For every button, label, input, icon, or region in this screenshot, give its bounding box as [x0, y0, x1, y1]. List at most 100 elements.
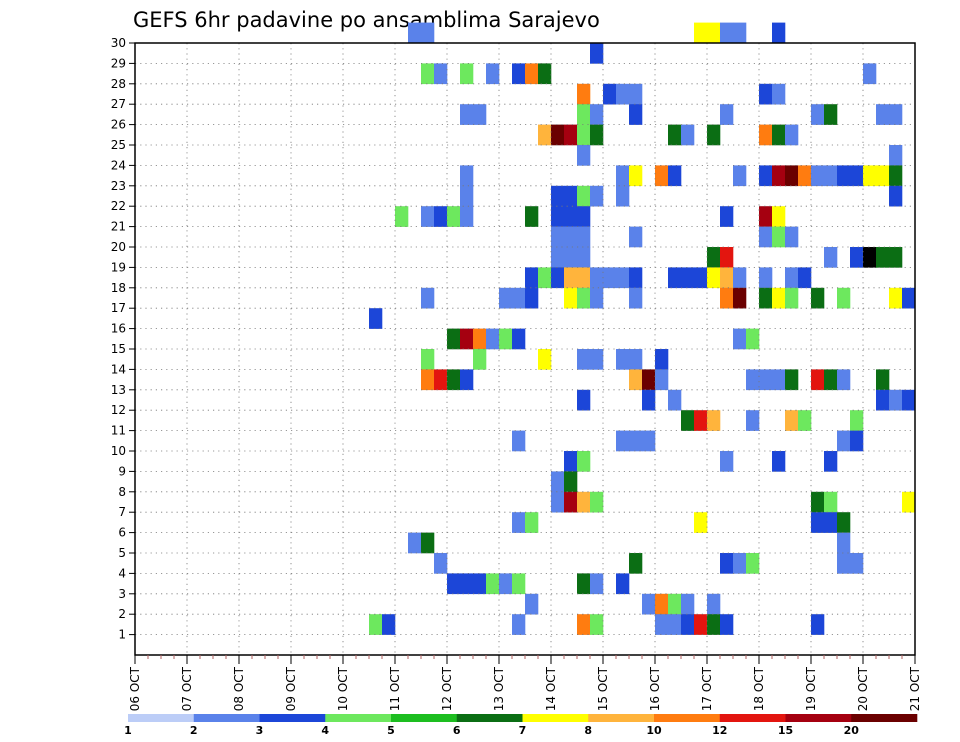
ensemble-cell — [616, 349, 630, 370]
ensemble-cell — [577, 389, 591, 411]
ensemble-cell — [772, 83, 786, 105]
ensemble-cell — [772, 226, 786, 248]
ensemble-cell — [746, 410, 760, 431]
ensemble-cell — [902, 491, 916, 513]
colorbar-swatch — [128, 714, 195, 722]
ensemble-cell — [850, 410, 864, 431]
ensemble-cell — [499, 573, 513, 595]
ensemble-cell — [603, 83, 617, 105]
ensemble-cell — [876, 104, 890, 125]
ensemble-cell — [577, 83, 591, 105]
ensemble-cell — [369, 614, 383, 635]
ensemble-cell — [538, 63, 552, 85]
ensemble-cell — [590, 614, 604, 635]
ensemble-cell — [759, 267, 773, 289]
ensemble-cell — [629, 267, 643, 289]
ensemble-cell — [668, 124, 682, 146]
ensemble-cell — [577, 145, 591, 166]
ensemble-cell — [746, 328, 760, 350]
ensemble-cell — [577, 614, 591, 635]
ensemble-cell — [460, 104, 474, 125]
ensemble-cell — [902, 389, 916, 411]
ensemble-cell — [629, 287, 643, 309]
x-tick-label: 18 OCT — [752, 666, 766, 711]
ensemble-cell — [577, 247, 591, 268]
ensemble-cell — [564, 471, 578, 493]
y-tick-label: 29 — [111, 56, 126, 70]
ensemble-cell — [850, 165, 864, 187]
ensemble-cell — [616, 430, 630, 452]
ensemble-cell — [889, 145, 903, 166]
ensemble-cell — [655, 614, 669, 635]
ensemble-cell — [434, 553, 448, 574]
ensemble-cell — [499, 328, 513, 350]
ensemble-cell — [694, 614, 708, 635]
ensemble-cell — [785, 226, 799, 248]
ensemble-cell — [681, 124, 695, 146]
x-tick-label: 14 OCT — [544, 666, 558, 711]
ensemble-cell — [798, 267, 812, 289]
x-tick-label: 09 OCT — [284, 666, 298, 711]
ensemble-cell — [564, 124, 578, 146]
ensemble-cell — [603, 267, 617, 289]
ensemble-cell — [421, 63, 435, 85]
ensemble-cell — [759, 124, 773, 146]
ensemble-cell — [863, 165, 877, 187]
ensemble-cells — [369, 22, 916, 635]
y-tick-label: 8 — [118, 485, 126, 499]
ensemble-cell — [434, 63, 448, 85]
y-tick-label: 16 — [111, 322, 126, 336]
colorbar-label: 2 — [190, 724, 198, 737]
ensemble-cell — [668, 389, 682, 411]
ensemble-cell — [876, 389, 890, 411]
ensemble-cell — [590, 573, 604, 595]
ensemble-cell — [629, 165, 643, 187]
colorbar-label: 8 — [584, 724, 592, 737]
colorbar-label: 1 — [124, 724, 132, 737]
ensemble-cell — [460, 206, 474, 227]
ensemble-cell — [889, 287, 903, 309]
ensemble-cell — [629, 430, 643, 452]
ensemble-cell — [850, 430, 864, 452]
y-tick-label: 5 — [118, 546, 126, 560]
ensemble-cell — [525, 512, 539, 533]
ensemble-cell — [473, 104, 487, 125]
y-tick-label: 28 — [111, 77, 126, 91]
ensemble-cell — [694, 410, 708, 431]
ensemble-cell — [824, 512, 838, 533]
ensemble-cell — [369, 308, 383, 329]
ensemble-cell — [564, 267, 578, 289]
colorbar-swatch — [522, 714, 589, 722]
colorbar-swatch — [193, 714, 260, 722]
ensemble-cell — [707, 410, 721, 431]
ensemble-cell — [694, 512, 708, 533]
ensemble-cell — [655, 369, 669, 391]
ensemble-cell — [681, 593, 695, 615]
ensemble-cell — [811, 512, 825, 533]
ensemble-cell — [837, 165, 851, 187]
ensemble-cell — [876, 247, 890, 268]
y-tick-label: 9 — [118, 464, 126, 478]
ensemble-cell — [811, 104, 825, 125]
ensemble-cell — [720, 451, 734, 472]
ensemble-cell — [759, 165, 773, 187]
ensemble-cell — [811, 165, 825, 187]
y-tick-label: 23 — [111, 179, 126, 193]
ensemble-cell — [564, 226, 578, 248]
ensemble-cell — [577, 287, 591, 309]
ensemble-cell — [733, 165, 747, 187]
ensemble-cell — [889, 104, 903, 125]
ensemble-cell — [837, 553, 851, 574]
x-tick-label: 16 OCT — [648, 666, 662, 711]
y-tick-label: 10 — [111, 444, 126, 458]
ensemble-cell — [538, 349, 552, 370]
y-tick-label: 1 — [118, 628, 126, 642]
colorbar-swatch — [325, 714, 392, 722]
ensemble-cell — [642, 369, 656, 391]
ensemble-cell — [759, 287, 773, 309]
ensemble-cell — [577, 185, 591, 207]
ensemble-cell — [772, 165, 786, 187]
colorbar-swatch — [785, 714, 852, 722]
ensemble-cell — [889, 165, 903, 187]
ensemble-cell — [538, 124, 552, 146]
